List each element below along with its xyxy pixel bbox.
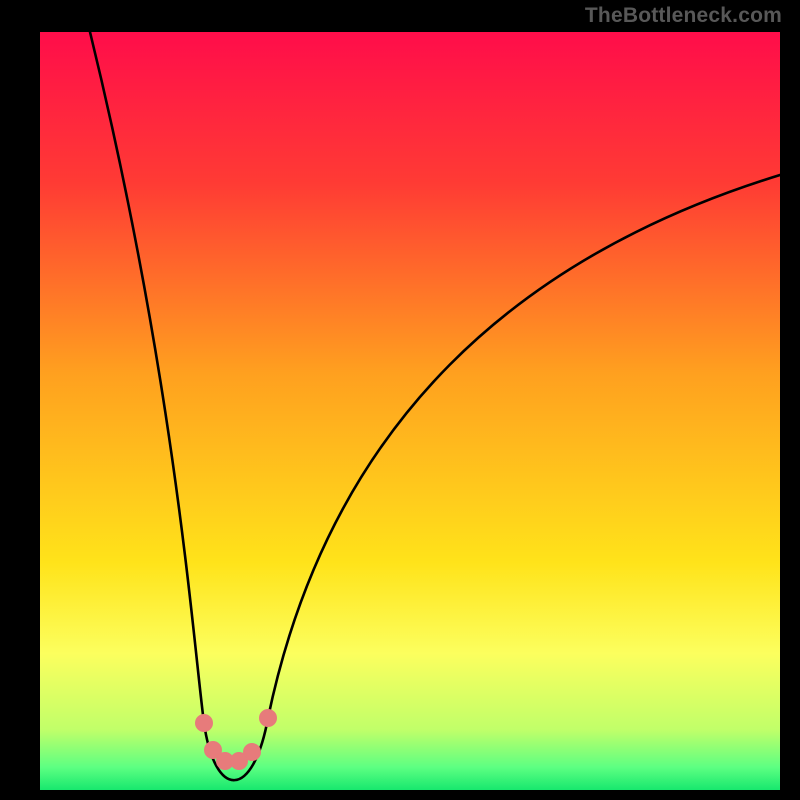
curve-marker [260,710,277,727]
curve-marker [196,715,213,732]
chart-svg [0,0,800,800]
chart-frame: TheBottleneck.com [0,0,800,800]
watermark-text: TheBottleneck.com [585,4,782,28]
curve-marker [244,744,261,761]
